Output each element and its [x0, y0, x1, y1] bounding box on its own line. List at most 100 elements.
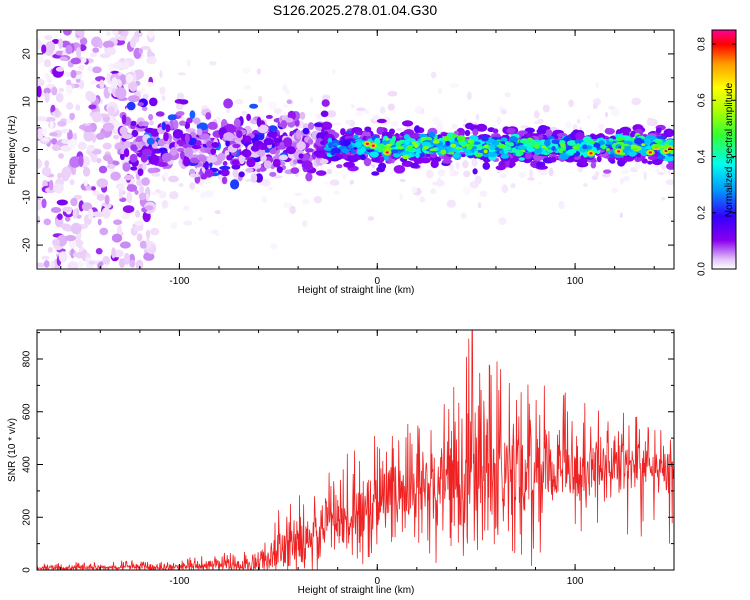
spectrogram-x-tick-label: -100	[169, 276, 189, 287]
heat-blob	[104, 47, 116, 56]
heat-blob	[121, 212, 130, 220]
heat-blob	[393, 165, 406, 174]
heat-blob	[79, 79, 85, 90]
heat-blob	[305, 172, 313, 182]
heat-blob	[603, 169, 612, 174]
heat-blob	[518, 149, 523, 154]
heat-blob	[64, 235, 77, 242]
heat-blob	[44, 34, 53, 41]
heat-blob	[257, 124, 269, 134]
heat-blob	[151, 172, 161, 177]
heat-blob	[620, 146, 625, 150]
heat-blob	[635, 153, 641, 158]
heat-blob	[348, 144, 353, 149]
heat-blob	[648, 151, 652, 154]
colorbar-label: Normalized spectral amplitude	[724, 82, 735, 217]
heat-blob	[140, 153, 148, 163]
heat-blob	[66, 79, 72, 86]
heat-blob	[138, 192, 147, 201]
heat-blob	[462, 186, 471, 195]
heat-blob	[634, 161, 641, 170]
heat-blob	[376, 118, 387, 124]
spectrogram-y-tick-label: -10	[22, 190, 33, 205]
heat-blob	[193, 117, 201, 125]
heat-blob	[89, 52, 97, 58]
heat-blob	[536, 161, 546, 168]
heat-blob	[256, 117, 262, 127]
heat-blob	[475, 154, 483, 158]
heat-blob	[445, 140, 451, 147]
heat-blob	[250, 173, 258, 184]
heat-blob	[465, 122, 474, 130]
colorbar-tick-label: 0.8	[697, 37, 708, 51]
heat-blob	[58, 87, 65, 93]
heat-blob	[126, 101, 136, 111]
heat-blob	[42, 128, 48, 136]
heat-blob	[591, 175, 598, 181]
heat-blob	[402, 154, 409, 160]
colorbar-tick-label: 0.0	[697, 262, 708, 276]
heat-blob	[189, 173, 200, 178]
heat-blob	[91, 186, 96, 191]
heat-blob	[207, 121, 218, 130]
heat-blob	[596, 155, 602, 163]
heat-blob	[474, 175, 482, 185]
heat-blob	[43, 218, 52, 226]
heat-blob	[70, 57, 82, 65]
heat-blob	[376, 126, 384, 135]
heat-blob	[37, 39, 43, 50]
heat-blob	[273, 175, 283, 179]
heat-blob	[563, 135, 572, 142]
heat-blob	[137, 102, 144, 107]
heat-blob	[567, 149, 577, 154]
heat-blob	[283, 117, 294, 123]
heat-blob	[389, 140, 395, 146]
heat-blob	[99, 79, 105, 90]
heat-blob	[647, 155, 658, 161]
heat-blob	[231, 164, 241, 170]
heat-blob	[65, 84, 73, 95]
spectrogram-y-ticks: -20 -10 0 10 20	[22, 29, 674, 270]
heat-blob	[582, 144, 588, 150]
heat-blob	[131, 129, 139, 137]
heat-blob	[617, 150, 621, 153]
heat-blob	[222, 161, 228, 166]
heat-blob	[663, 128, 674, 138]
heat-blob	[567, 140, 577, 147]
heat-blob	[169, 119, 175, 130]
heat-blob	[95, 132, 105, 140]
heat-blob	[134, 30, 143, 38]
heat-blob	[430, 159, 439, 169]
heat-blob	[667, 169, 671, 176]
heat-blob	[520, 125, 530, 129]
heat-blob	[46, 75, 52, 84]
heat-blob	[37, 158, 43, 169]
heat-blob	[538, 169, 548, 176]
heat-blob	[437, 177, 441, 183]
heat-blob	[333, 190, 340, 196]
heat-blob	[564, 121, 572, 129]
heat-blob	[242, 67, 251, 74]
heat-blob	[96, 193, 105, 201]
heat-blob	[122, 59, 130, 70]
heat-blob	[57, 120, 67, 127]
snr-y-tick-label: 0	[22, 567, 33, 573]
heat-blob	[87, 208, 94, 220]
heat-blob	[145, 193, 150, 202]
spectrogram-x-tick-label: 0	[374, 276, 380, 287]
heat-blob	[305, 148, 314, 153]
snr-series-line	[37, 330, 674, 570]
heat-blob	[113, 61, 124, 70]
heat-blob	[37, 128, 44, 140]
heat-blob	[146, 229, 151, 239]
heat-blob	[608, 138, 614, 142]
heat-blob	[249, 103, 258, 109]
heat-blob	[77, 64, 85, 71]
heat-blob	[432, 116, 441, 126]
heat-blob	[133, 225, 144, 231]
heat-blob	[67, 261, 79, 269]
heat-blob	[510, 183, 516, 189]
heat-blob	[157, 138, 165, 147]
heat-blob	[118, 189, 123, 199]
heat-blob	[435, 179, 445, 187]
